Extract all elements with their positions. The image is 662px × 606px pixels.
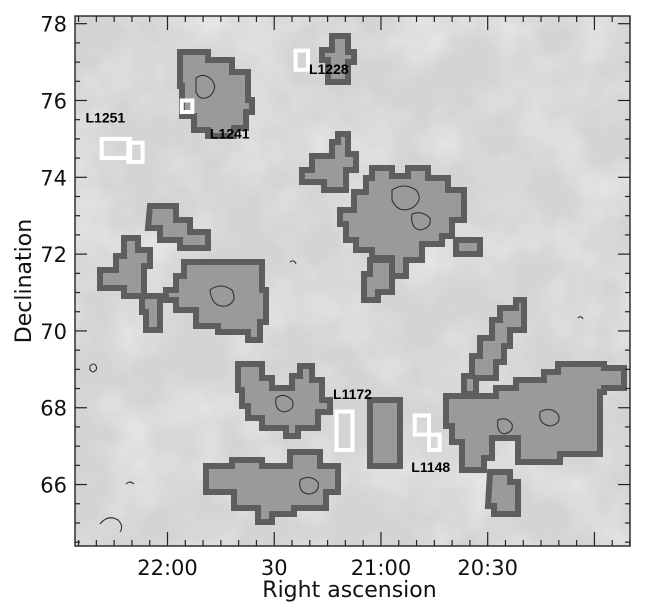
y-tick-label: 74 <box>40 166 67 190</box>
y-tick-label: 78 <box>40 13 67 37</box>
contour-13 <box>577 316 584 320</box>
y-tick-label: 66 <box>40 474 67 498</box>
contour-5 <box>275 394 294 413</box>
plot-texture <box>75 16 630 546</box>
cloud-region-13 <box>367 397 403 469</box>
y-tick-label: 70 <box>40 320 67 344</box>
y-tick-label: 68 <box>40 397 67 421</box>
cloud-region-1 <box>177 49 255 139</box>
core-box <box>293 48 311 72</box>
contour-7 <box>497 418 513 435</box>
contour-3 <box>411 212 431 231</box>
annotation-label: L1251 <box>86 110 126 126</box>
core-box <box>334 409 355 452</box>
contour-11 <box>125 481 135 485</box>
plot-frame <box>74 15 631 547</box>
contour-8 <box>299 476 319 495</box>
cloud-region-3 <box>299 131 359 193</box>
annotation-label: L1241 <box>210 125 250 141</box>
contour-1 <box>195 74 216 99</box>
core-box <box>426 432 442 452</box>
cloud-region-5 <box>361 257 395 303</box>
contour-4 <box>209 285 235 307</box>
y-tick-label: 76 <box>40 89 67 113</box>
x-tick-label: 21:00 <box>351 556 412 580</box>
cloud-region-9 <box>139 293 163 333</box>
core-box <box>126 140 145 164</box>
cloud-region-14 <box>443 361 627 473</box>
cloud-region-2 <box>319 33 357 85</box>
x-tick-label: 20:30 <box>457 556 518 580</box>
cloud-region-7 <box>144 203 211 251</box>
contour-6 <box>539 408 560 427</box>
x-axis-title: Right ascension <box>262 578 436 603</box>
y-axis-title: Declination <box>12 219 37 343</box>
cloud-region-6 <box>453 237 483 257</box>
y-tick-label: 72 <box>40 243 67 267</box>
x-tick-label: 30 <box>261 556 288 580</box>
x-tick-label: 22:00 <box>137 556 198 580</box>
cloud-region-4 <box>337 165 467 279</box>
cloud-region-12 <box>235 361 333 439</box>
contour-12 <box>289 260 297 265</box>
cloud-region-15 <box>203 449 341 525</box>
contour-2 <box>391 185 420 211</box>
cloud-region-16 <box>484 469 521 517</box>
annotation-label: L1172 <box>333 386 372 402</box>
cloud-region-8 <box>97 235 153 299</box>
contour-9 <box>89 363 98 373</box>
annotation-label: L1228 <box>309 61 349 77</box>
contour-10 <box>99 517 123 533</box>
core-box <box>412 413 431 437</box>
annotation-label: L1148 <box>411 459 450 475</box>
core-box <box>179 98 195 115</box>
cloud-region-10 <box>163 259 269 343</box>
